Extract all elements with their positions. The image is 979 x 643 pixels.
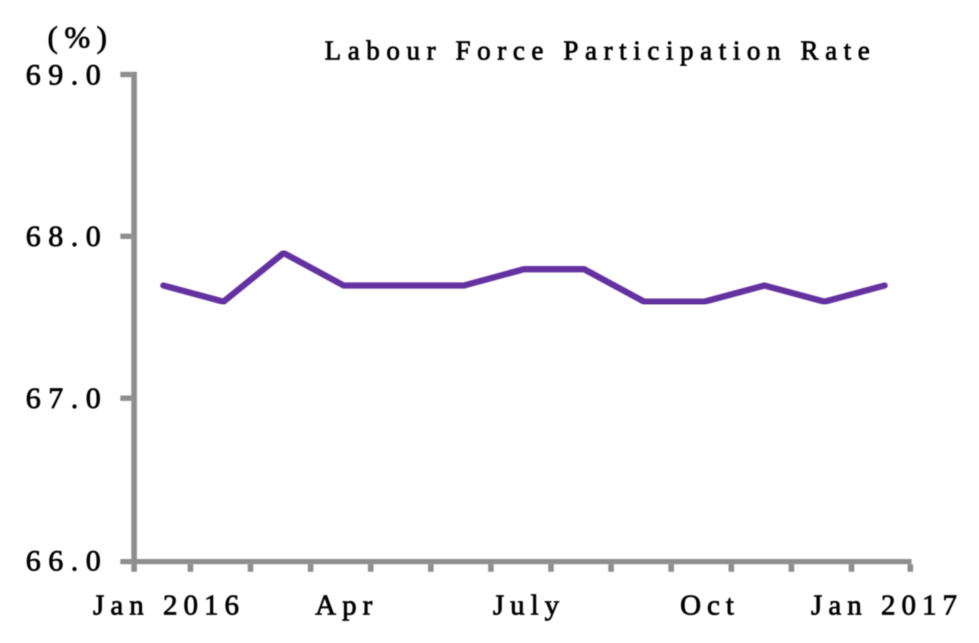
svg-text:Jan 2016: Jan 2016 <box>93 590 245 622</box>
svg-text:68.0: 68.0 <box>26 220 109 253</box>
svg-text:(%): (%) <box>48 20 114 55</box>
svg-text:66.0: 66.0 <box>26 545 109 578</box>
svg-text:69.0: 69.0 <box>26 58 109 91</box>
svg-text:Jan 2017: Jan 2017 <box>811 590 963 622</box>
svg-text:Apr: Apr <box>315 590 378 622</box>
svg-text:Labour Force Participation Rat: Labour Force Participation Rate <box>325 36 877 66</box>
svg-text:Oct: Oct <box>680 590 740 622</box>
svg-text:July: July <box>493 590 565 622</box>
svg-text:67.0: 67.0 <box>26 382 109 415</box>
